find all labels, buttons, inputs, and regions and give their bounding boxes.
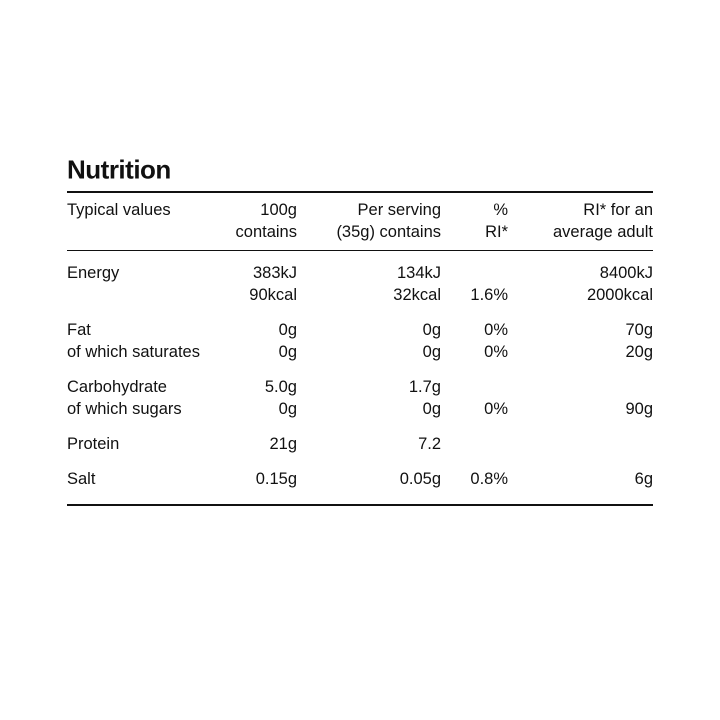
column-header: 100g — [260, 201, 297, 219]
value-cell: 0.8% — [470, 470, 508, 488]
row-label: Protein — [67, 435, 120, 453]
value-cell: 0% — [484, 400, 508, 418]
value-cell: 21g — [269, 435, 297, 453]
value-cell: 20g — [625, 343, 653, 361]
value-cell: 90kcal — [249, 286, 297, 304]
value-cell: 0g — [278, 343, 297, 361]
value-cell: 6g — [634, 470, 653, 488]
value-cell: 1.7g — [408, 378, 441, 396]
top-rule — [67, 191, 653, 193]
row-label: Salt — [67, 470, 96, 488]
column-header: RI* for an — [583, 201, 653, 219]
column-header: RI* — [485, 223, 508, 241]
value-cell: 32kcal — [393, 286, 441, 304]
row-label: of which saturates — [67, 343, 200, 361]
value-cell: 134kJ — [396, 264, 441, 282]
row-label: Energy — [67, 264, 120, 282]
value-cell: 0g — [278, 400, 297, 418]
value-cell: 7.2 — [418, 435, 441, 453]
value-cell: 2000kcal — [586, 286, 653, 304]
column-header: % — [493, 201, 508, 219]
value-cell: 1.6% — [470, 286, 508, 304]
column-header: (35g) contains — [336, 223, 441, 241]
value-cell: 0% — [484, 343, 508, 361]
value-cell: 8400kJ — [599, 264, 653, 282]
value-cell: 5.0g — [264, 378, 297, 396]
column-header: Typical values — [67, 201, 171, 219]
value-cell: 0g — [422, 343, 441, 361]
value-cell: 0g — [278, 321, 297, 339]
value-cell: 0% — [484, 321, 508, 339]
row-label: of which sugars — [67, 400, 182, 418]
value-cell: 0.05g — [399, 470, 441, 488]
value-cell: 0g — [422, 321, 441, 339]
title: Nutrition — [67, 154, 171, 185]
column-header: Per serving — [357, 201, 441, 219]
value-cell: 90g — [625, 400, 653, 418]
value-cell: 0g — [422, 400, 441, 418]
column-header: average adult — [553, 223, 653, 241]
row-label: Carbohydrate — [67, 378, 167, 396]
row-label: Fat — [67, 321, 91, 339]
value-cell: 0.15g — [255, 470, 297, 488]
value-cell: 70g — [625, 321, 653, 339]
header-rule — [67, 250, 653, 251]
column-header: contains — [235, 223, 297, 241]
value-cell: 383kJ — [252, 264, 297, 282]
bottom-rule — [67, 504, 653, 506]
